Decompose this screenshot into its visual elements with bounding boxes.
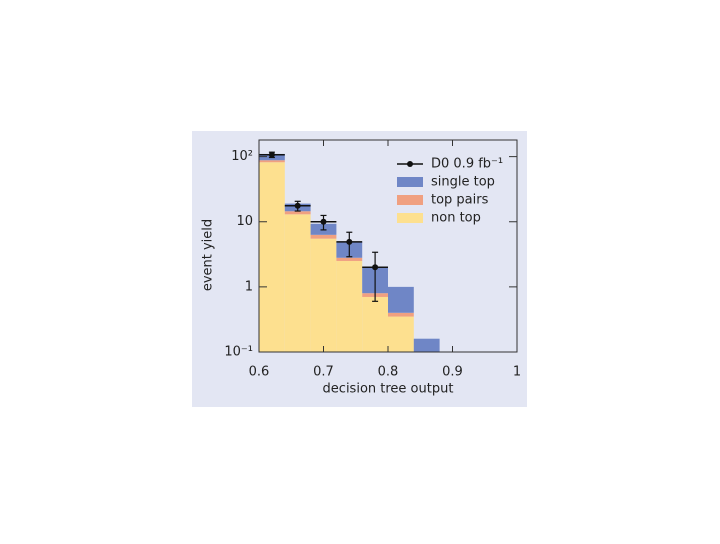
y-tick-label: 10² bbox=[231, 149, 253, 164]
bar-segment bbox=[284, 211, 311, 215]
bar-segment bbox=[310, 238, 337, 352]
legend-label: top pairs bbox=[431, 193, 489, 208]
bar-segment bbox=[388, 316, 414, 352]
bar-segment bbox=[388, 312, 414, 317]
legend-label: single top bbox=[431, 175, 495, 190]
data-point bbox=[372, 264, 379, 271]
bar-segment bbox=[310, 234, 337, 239]
x-tick-label: 0.6 bbox=[249, 365, 270, 380]
bar-segment bbox=[336, 257, 363, 261]
legend-swatch bbox=[397, 195, 423, 205]
legend-swatch bbox=[397, 177, 423, 187]
bar-segment bbox=[259, 162, 285, 352]
y-axis-label: event yield bbox=[201, 219, 216, 291]
y-tick-label: 10 bbox=[236, 214, 253, 229]
bar-segment bbox=[413, 338, 440, 352]
data-point bbox=[294, 202, 301, 209]
bar-segment bbox=[388, 286, 414, 313]
bar-segment bbox=[362, 296, 388, 352]
x-tick-label: 0.9 bbox=[442, 365, 463, 380]
legend-swatch bbox=[397, 213, 423, 223]
legend-label: non top bbox=[431, 211, 481, 226]
x-tick-label: 0.8 bbox=[378, 365, 399, 380]
bar-segment bbox=[259, 160, 285, 163]
y-tick-label: 10⁻¹ bbox=[224, 345, 253, 360]
x-axis-label: decision tree output bbox=[323, 382, 454, 397]
data-point bbox=[320, 218, 327, 225]
x-tick-label: 1 bbox=[513, 365, 521, 380]
x-tick-label: 0.7 bbox=[313, 365, 334, 380]
data-point bbox=[268, 151, 275, 158]
legend-label: D0 0.9 fb⁻¹ bbox=[431, 157, 503, 172]
legend-marker bbox=[407, 161, 413, 167]
data-point bbox=[346, 238, 353, 245]
y-tick-label: 1 bbox=[245, 279, 253, 294]
bar-segment bbox=[336, 260, 363, 352]
bar-segment bbox=[284, 214, 311, 352]
